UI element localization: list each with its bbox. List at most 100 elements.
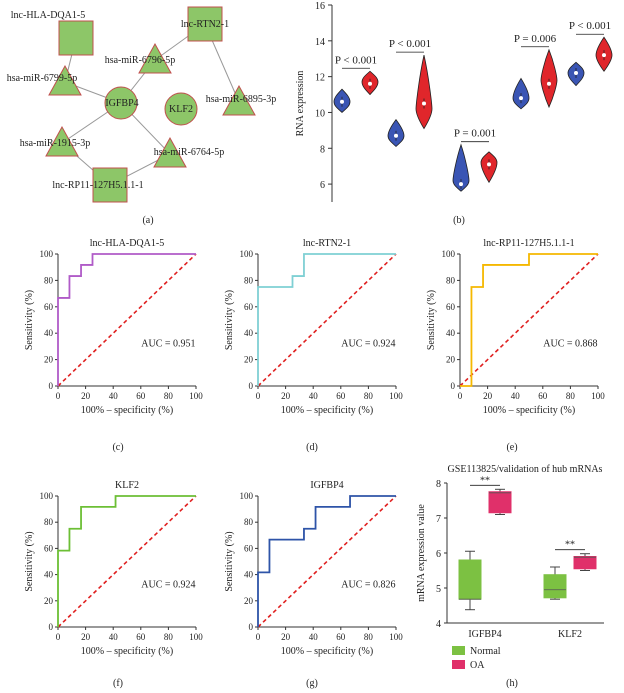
roc-y-axis-label: Sensitivity (%): [24, 531, 35, 591]
violin-p-value: P < 0.001: [335, 54, 377, 66]
box-y-tick-label: 7: [436, 514, 441, 525]
roc-curve: [257, 253, 396, 386]
panel-label-h: (h): [506, 678, 518, 689]
roc-reference-line: [257, 253, 397, 387]
roc-x-tick-label: 0: [56, 391, 61, 401]
box-title: GSE113825/validation of hub mRNAs: [448, 464, 603, 475]
roc-y-tick-label: 60: [244, 302, 254, 312]
box-category-label: IGFBP4: [468, 629, 501, 640]
roc-curve: [257, 495, 396, 627]
roc-y-tick-label: 40: [244, 570, 254, 580]
box-body: [543, 574, 567, 599]
network-node-triangle: [45, 125, 79, 157]
network-node-square: [92, 167, 128, 203]
roc-x-tick-label: 80: [364, 632, 374, 642]
roc-auc-label: AUC = 0.868: [543, 338, 597, 349]
box-body: [458, 559, 482, 600]
roc-y-tick-label: 80: [44, 275, 54, 285]
roc-y-tick-label: 20: [244, 596, 254, 606]
violin-shape: [452, 143, 470, 192]
box-significance: **: [565, 540, 575, 551]
roc-x-tick-label: 60: [538, 391, 548, 401]
panel-label-c: (c): [112, 442, 123, 453]
roc-auc-label: AUC = 0.924: [341, 338, 395, 349]
roc-y-tick-label: 100: [40, 249, 54, 259]
roc-title: lnc-HLA-DQA1-5: [90, 238, 164, 249]
roc-auc-label: AUC = 0.951: [141, 338, 195, 349]
roc-y-tick-label: 0: [249, 381, 254, 391]
panel-label-d: (d): [306, 442, 318, 453]
roc-y-tick-label: 40: [244, 328, 254, 338]
violin-median: [487, 162, 491, 167]
violin-y-tick-label: 14: [315, 37, 325, 48]
roc-x-tick-label: 20: [281, 391, 291, 401]
roc-x-axis-label: 100% – specificity (%): [81, 646, 173, 657]
roc-y-axis-label: Sensitivity (%): [426, 290, 437, 350]
network-node-label: hsa-miR-6895-3p: [206, 94, 277, 105]
roc-title: lnc-RTN2-1: [303, 238, 351, 249]
network-node-label: hsa-miR-6764-5p: [154, 147, 225, 158]
roc-x-tick-label: 20: [483, 391, 493, 401]
roc-curve: [460, 253, 598, 387]
roc-y-tick-label: 80: [244, 275, 254, 285]
violin-y-tick-label: 6: [320, 180, 325, 191]
roc-reference-line: [257, 495, 397, 628]
roc-curve: [57, 253, 196, 386]
roc-y-tick-label: 100: [240, 249, 254, 259]
roc-y-tick-label: 0: [451, 381, 456, 391]
violin-median: [574, 71, 578, 76]
box-y-tick-label: 5: [436, 584, 441, 595]
legend-swatch-oa: [452, 660, 465, 669]
violin-p-value: P < 0.001: [569, 20, 611, 32]
roc-y-tick-label: 0: [49, 381, 54, 391]
roc-y-tick-label: 20: [446, 355, 456, 365]
network-node-triangle: [48, 64, 82, 96]
network-node-label: KLF2: [169, 104, 193, 115]
roc-x-tick-label: 100: [591, 391, 605, 401]
network-node-label: IGFBP4: [105, 98, 138, 109]
violin-shape: [540, 48, 558, 109]
violin-median: [459, 182, 463, 187]
roc-auc-label: AUC = 0.924: [141, 580, 195, 591]
legend-label-oa: OA: [470, 660, 485, 671]
roc-y-tick-label: 100: [40, 491, 54, 501]
roc-y-tick-label: 60: [244, 543, 254, 553]
roc-y-tick-label: 80: [446, 275, 456, 285]
network-node-circle: [164, 92, 198, 126]
roc-reference-line: [57, 495, 197, 628]
roc-x-axis-label: 100% – specificity (%): [281, 405, 373, 416]
network-node-label: lnc-HLA-DQA1-5: [11, 10, 85, 21]
violin-p-value: P = 0.006: [514, 33, 557, 45]
violin-shape: [415, 55, 433, 130]
roc-reference-line: [459, 253, 599, 387]
roc-y-tick-label: 40: [446, 328, 456, 338]
legend-swatch-normal: [452, 646, 465, 655]
roc-y-tick-label: 100: [240, 491, 254, 501]
box-body: [488, 491, 512, 514]
network-node-label: lnc-RP11-127H5.1.1-1: [52, 180, 143, 191]
roc-y-tick-label: 40: [44, 328, 54, 338]
roc-x-tick-label: 40: [109, 391, 119, 401]
box-body: [573, 556, 597, 570]
roc-x-tick-label: 20: [281, 632, 291, 642]
roc-x-tick-label: 80: [566, 391, 576, 401]
roc-x-tick-label: 40: [109, 632, 119, 642]
roc-x-tick-label: 100: [189, 632, 203, 642]
box-y-tick-label: 4: [436, 619, 441, 630]
roc-x-tick-label: 0: [256, 632, 261, 642]
violin-p-value: P < 0.001: [389, 38, 431, 50]
roc-x-axis-label: 100% – specificity (%): [281, 646, 373, 657]
panel-label-g: (g): [306, 678, 318, 689]
panel-label-b: (b): [453, 215, 465, 226]
violin-median: [422, 101, 426, 106]
roc-y-axis-label: Sensitivity (%): [224, 290, 235, 350]
roc-y-tick-label: 40: [44, 570, 54, 580]
roc-y-tick-label: 60: [44, 302, 54, 312]
violin-median: [547, 81, 551, 86]
roc-y-tick-label: 0: [49, 622, 54, 632]
roc-title: lnc-RP11-127H5.1.1-1: [483, 238, 574, 249]
network-node-label: hsa-miR-1915-3p: [20, 138, 91, 149]
violin-median: [602, 53, 606, 58]
roc-y-tick-label: 100: [442, 249, 456, 259]
